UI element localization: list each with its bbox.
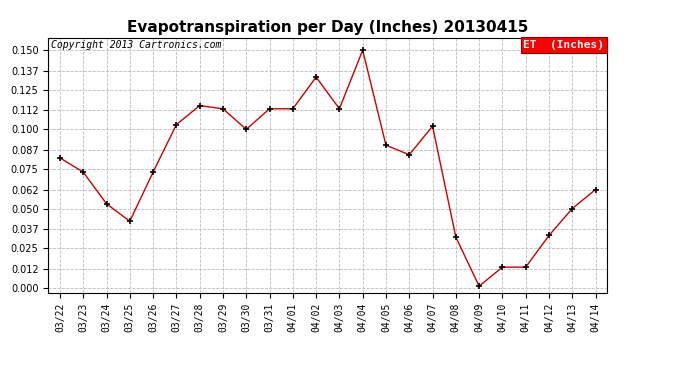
- Text: Copyright 2013 Cartronics.com: Copyright 2013 Cartronics.com: [51, 40, 221, 50]
- Title: Evapotranspiration per Day (Inches) 20130415: Evapotranspiration per Day (Inches) 2013…: [127, 20, 529, 35]
- Text: ET  (Inches): ET (Inches): [524, 40, 604, 50]
